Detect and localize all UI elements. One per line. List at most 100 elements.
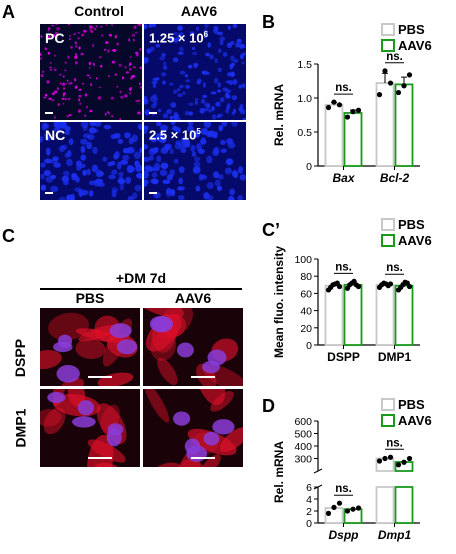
cytoplasm: [210, 391, 234, 412]
nucleus: [151, 80, 158, 85]
nucleus: [81, 122, 89, 128]
data-point: [387, 281, 394, 287]
positive-cell: [61, 82, 66, 86]
data-point: [382, 68, 388, 74]
micrograph-dmp1-pbs: [40, 389, 140, 467]
cytoplasm: [40, 350, 62, 370]
positive-cell: [128, 38, 130, 42]
positive-cell: [86, 105, 88, 109]
dmp1-aav6-cells: [144, 389, 243, 467]
nucleus: [161, 39, 165, 43]
nucleus: [120, 159, 129, 165]
micrograph-nc: NC: [40, 122, 142, 200]
positive-cell: [81, 33, 85, 37]
positive-cell: [51, 24, 55, 27]
nucleus: [123, 148, 128, 153]
positive-cell: [64, 61, 67, 64]
nucleus: [184, 438, 201, 455]
nucleus: [226, 94, 231, 99]
nucleus: [144, 170, 149, 179]
nucleus: [137, 123, 142, 130]
positive-cell: [67, 55, 70, 59]
nucleus: [238, 84, 242, 89]
nucleus: [242, 117, 246, 120]
positive-cell: [111, 60, 116, 64]
legend-swatch-aav6: [381, 39, 395, 52]
nucleus: [172, 57, 179, 63]
nucleus: [125, 176, 132, 184]
nucleus: [161, 72, 167, 77]
nucleus: [175, 116, 181, 120]
positive-cell: [116, 85, 119, 88]
nucleus: [76, 164, 82, 171]
data-point: [395, 89, 402, 96]
nucleus: [66, 150, 72, 157]
scale-bar: [149, 112, 157, 114]
nucleus: [194, 100, 199, 105]
positive-cell: [65, 82, 68, 85]
nucleus: [179, 141, 186, 149]
y-tick-label: 0: [306, 518, 312, 530]
nucleus: [218, 48, 222, 53]
bar-aav6-1: [394, 284, 414, 346]
dmp1-pbs-cells: [40, 389, 127, 467]
tile-label-nc: NC: [45, 127, 66, 143]
x-category-label: DMP1: [378, 350, 412, 364]
positive-cell: [54, 35, 58, 39]
nucleus: [170, 189, 176, 197]
y-axis-label: Rel. mRNA: [272, 441, 286, 503]
nucleus: [153, 162, 161, 171]
positive-cell: [62, 75, 65, 78]
positive-cell: [62, 102, 65, 105]
cytoplasm: [75, 338, 106, 359]
nucleus: [40, 173, 45, 180]
nucleus: [220, 148, 227, 154]
nucleus: [144, 179, 149, 185]
nucleus: [119, 183, 125, 191]
nucleus: [207, 195, 214, 200]
positive-cell: [77, 31, 81, 34]
nucleus: [200, 128, 207, 135]
micrograph-dspp-aav6: [143, 308, 243, 386]
nucleus: [199, 107, 205, 114]
pc-cells: [40, 24, 142, 120]
nucleus: [216, 185, 223, 192]
nucleus: [232, 79, 238, 85]
positive-cell: [97, 96, 102, 100]
nucleus: [152, 77, 158, 81]
nucleus: [211, 114, 217, 120]
nucleus: [58, 196, 67, 200]
nucleus: [68, 138, 74, 146]
cytoplasm: [143, 308, 184, 318]
cytoplasm: [150, 331, 177, 361]
nucleus: [202, 94, 208, 98]
nucleus: [191, 151, 197, 157]
positive-cell: [67, 24, 71, 26]
nucleus: [70, 193, 75, 200]
nucleus: [184, 110, 189, 116]
cytoplasm: [219, 427, 243, 453]
nucleus: [203, 431, 220, 446]
dspp-pbs-cells: [40, 312, 138, 386]
legend-swatch-aav6: [381, 414, 395, 427]
panel-label-c: C: [2, 226, 15, 246]
cytoplasm: [43, 407, 66, 435]
nucleus: [117, 138, 124, 144]
nucleus: [177, 25, 183, 31]
nucleus: [188, 122, 194, 127]
nucleus: [46, 147, 51, 156]
positive-cell: [63, 87, 65, 90]
nucleus: [60, 144, 68, 150]
positive-cell: [119, 117, 122, 120]
data-point: [387, 80, 394, 86]
positive-cell: [40, 74, 44, 78]
nucleus: [59, 122, 67, 129]
nucleus: [177, 186, 185, 191]
positive-cell: [43, 96, 46, 99]
nucleus: [230, 55, 235, 62]
scale-bar: [191, 457, 215, 459]
scale-bar: [149, 192, 157, 194]
positive-cell: [64, 97, 67, 101]
nucleus: [203, 34, 208, 39]
nucleus: [111, 189, 117, 198]
